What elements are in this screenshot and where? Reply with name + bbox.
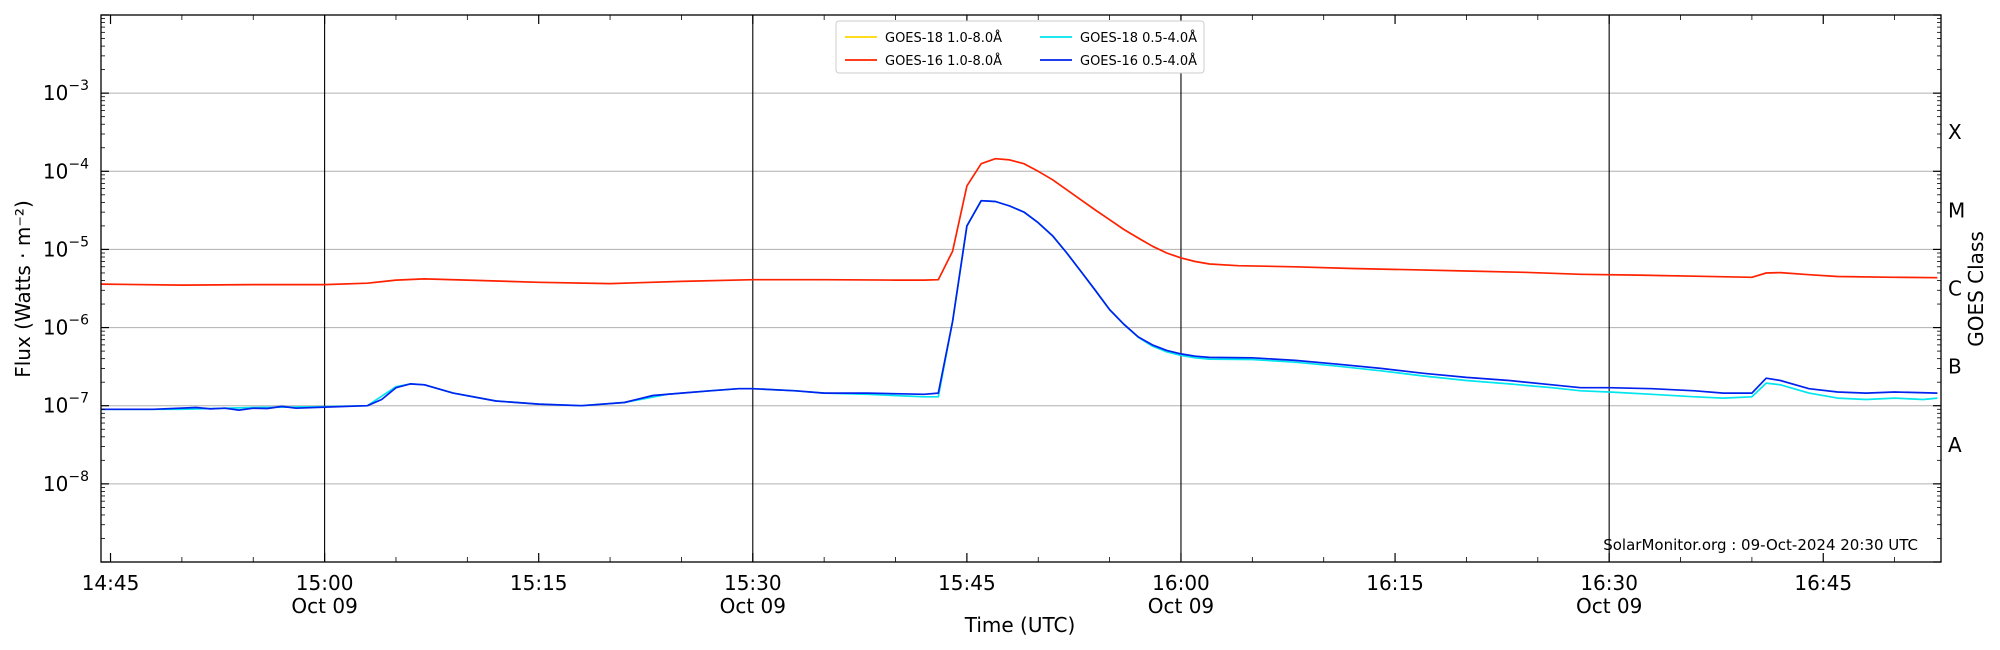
series-line (100, 157, 1938, 286)
x-tick-label: 16:00 (1152, 571, 1210, 595)
goes-class-label: A (1948, 433, 1962, 457)
goes-class-label: M (1948, 198, 1965, 222)
y-tick-label: 10−6 (43, 313, 89, 340)
legend-box (835, 20, 1205, 74)
y-tick-label: 10−5 (43, 234, 89, 261)
x-tick-label: 16:15 (1366, 571, 1424, 595)
x-tick-label: 15:30 (724, 571, 782, 595)
x-tick-label: 15:15 (510, 571, 568, 595)
y-tick-labels: 10−8 10−7 10−6 10−5 10−4 10−3 (43, 78, 89, 496)
x-tick-label: 15:00 (296, 571, 354, 595)
goes-class-label: C (1948, 277, 1962, 301)
goes-class-label: B (1948, 355, 1962, 379)
vertical-line-layer (324, 15, 1610, 562)
series-layer (100, 157, 1938, 411)
grid-layer (101, 92, 1941, 485)
series-line (101, 199, 1938, 411)
y-tick-label: 10−8 (43, 469, 89, 496)
legend-items: GOES-18 1.0-8.0Å GOES-16 1.0-8.0Å GOES-18 … (845, 30, 1197, 69)
legend-label: GOES-18 0.5-4.0Å (1080, 30, 1197, 46)
x-tick-label: 14:45 (82, 571, 140, 595)
x-tick-date-label: Oct 09 (291, 594, 357, 618)
legend-label: GOES-16 0.5-4.0Å (1080, 53, 1197, 69)
y-axis-title: Flux (Watts · m⁻²) (11, 200, 35, 378)
right-axis-title: GOES Class (1964, 231, 1988, 347)
goes-class-label: X (1948, 120, 1962, 144)
legend-label: GOES-16 1.0-8.0Å (885, 53, 1002, 69)
x-tick-date-label: Oct 09 (1148, 594, 1214, 618)
x-tick-label: 16:30 (1580, 571, 1638, 595)
plot-frame (100, 14, 1942, 563)
tick-layer (101, 14, 1941, 563)
x-tick-label: 15:45 (938, 571, 996, 595)
legend-label: GOES-18 1.0-8.0Å (885, 30, 1002, 46)
series-line (101, 199, 1938, 411)
x-axis-title: Time (UTC) (964, 613, 1076, 637)
y-tick-label: 10−4 (43, 156, 89, 183)
legend: GOES-18 1.0-8.0Å GOES-16 1.0-8.0Å GOES-18 … (835, 20, 1205, 74)
x-tick-date-label: Oct 09 (1576, 594, 1642, 618)
x-tick-label: 16:45 (1794, 571, 1852, 595)
watermark-annotation: SolarMonitor.org : 09-Oct-2024 20:30 UTC (1603, 536, 1918, 554)
x-tick-date-label: Oct 09 (720, 594, 786, 618)
goes-class-labels: A B C M X (1948, 120, 1965, 457)
y-tick-label: 10−3 (43, 78, 89, 105)
y-tick-label: 10−7 (43, 391, 89, 418)
